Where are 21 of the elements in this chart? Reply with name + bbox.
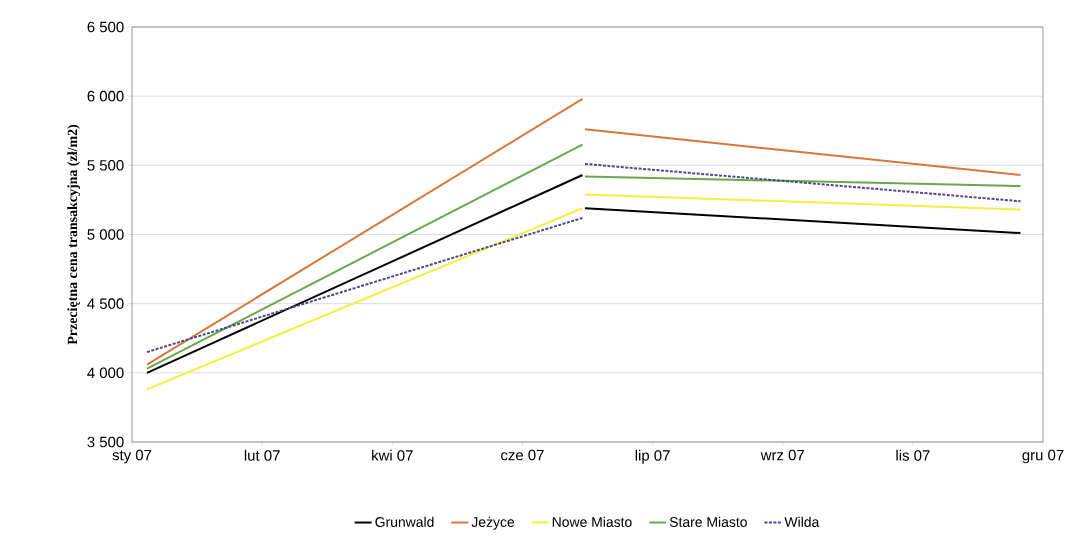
legend-label: Stare Miasto — [669, 516, 747, 527]
x-tick-label: wrz 07 — [760, 449, 804, 461]
y-tick-label: 5 000 — [87, 229, 124, 240]
x-tick-label: lis 07 — [896, 449, 930, 461]
legend-label: Jeżyce — [471, 516, 515, 530]
legend-label: Wilda — [784, 516, 820, 527]
legend-label: Grunwald — [375, 516, 434, 527]
x-tick-label: lip 07 — [635, 449, 670, 464]
y-tick-label: 4 500 — [87, 298, 124, 309]
y-axis-title: Przeciętna cena transakcyjna (zł/m2) — [67, 124, 80, 345]
legend-label: Nowe Miasto — [552, 516, 632, 527]
y-tick-label: 3 500 — [87, 436, 124, 448]
y-tick-label: 4 000 — [87, 367, 124, 379]
x-tick-label: sty 07 — [112, 449, 152, 464]
x-tick-label: gru 07 — [1022, 449, 1064, 464]
y-tick-label: 6 500 — [87, 21, 124, 33]
y-tick-label: 6 000 — [87, 90, 124, 102]
x-tick-label: lut 07 — [244, 449, 280, 461]
x-tick-label: kwi 07 — [372, 449, 413, 461]
x-tick-label: cze 07 — [501, 449, 544, 461]
y-tick-label: 5 500 — [87, 160, 124, 171]
